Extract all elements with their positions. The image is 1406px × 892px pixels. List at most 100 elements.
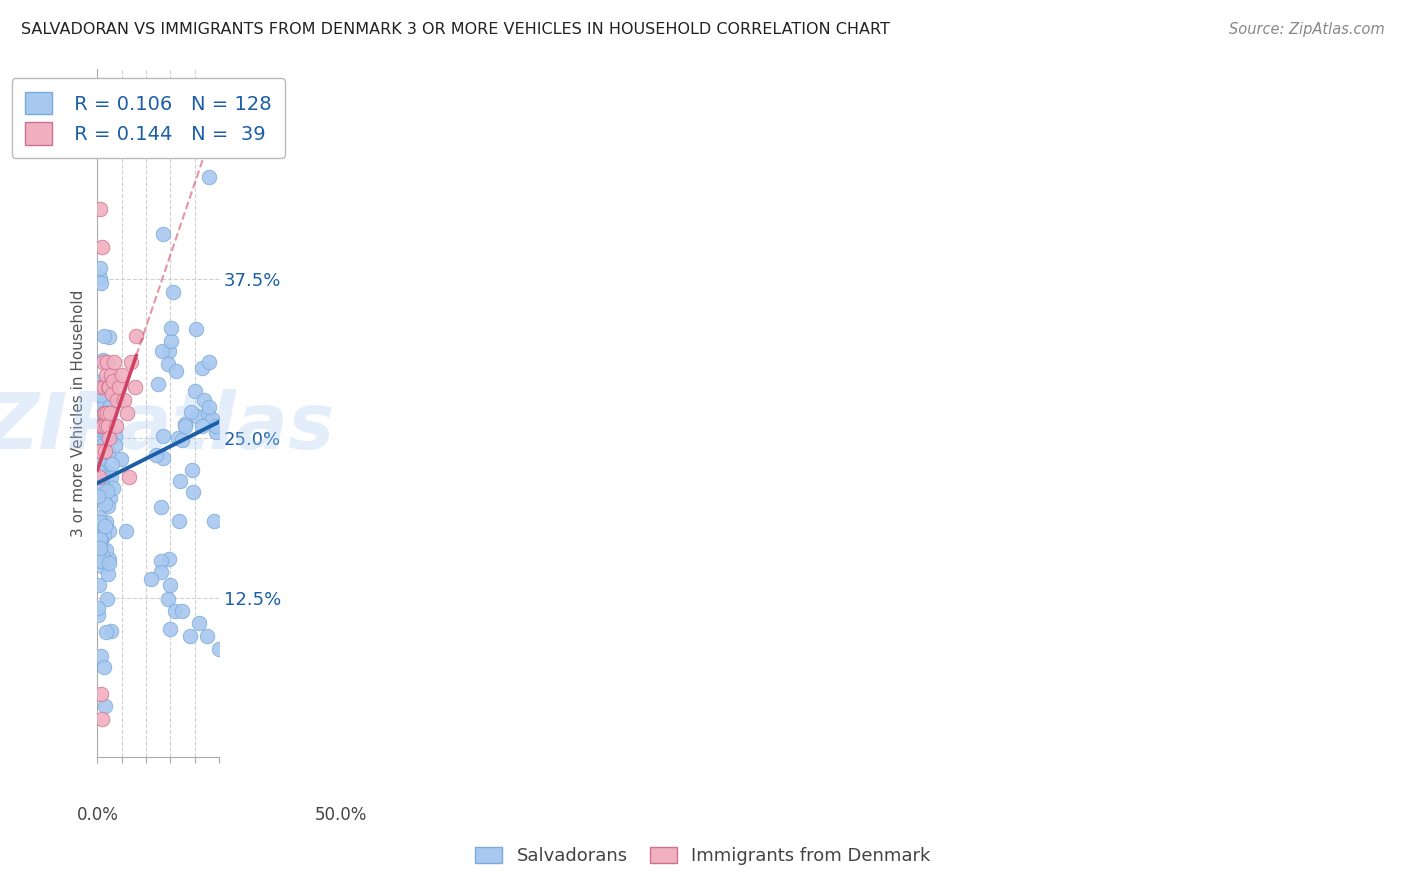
Point [90, 383, 112, 397]
Point [94, 497, 117, 511]
Point [91, 438, 114, 452]
Point [156, 592, 179, 607]
Point [90, 380, 112, 394]
Point [149, 500, 172, 514]
Point [104, 438, 127, 452]
Point [172, 604, 194, 618]
Point [118, 469, 141, 483]
Point [94, 444, 117, 458]
Point [98, 524, 121, 538]
Text: 50.0%: 50.0% [315, 805, 367, 823]
Point [115, 406, 138, 420]
Point [91, 400, 114, 414]
Point [90, 482, 112, 496]
Point [86, 406, 108, 420]
Point [89, 202, 111, 216]
Point [97, 414, 120, 428]
Y-axis label: 3 or more Vehicles in Household: 3 or more Vehicles in Household [72, 289, 86, 537]
Point [86, 601, 108, 615]
Point [157, 343, 180, 358]
Point [86, 607, 108, 622]
Point [167, 431, 190, 445]
Point [90, 477, 112, 491]
Point [120, 355, 142, 369]
Point [97, 418, 120, 433]
Point [97, 445, 120, 459]
Legend: Salvadorans, Immigrants from Denmark: Salvadorans, Immigrants from Denmark [468, 839, 938, 872]
Point [169, 474, 191, 488]
Point [93, 329, 115, 343]
Point [98, 491, 121, 505]
Point [87, 464, 110, 478]
Point [98, 380, 121, 394]
Point [97, 380, 120, 394]
Point [159, 578, 181, 592]
Point [160, 321, 183, 335]
Point [94, 519, 117, 533]
Point [100, 369, 122, 384]
Point [174, 419, 197, 434]
Point [100, 399, 122, 413]
Point [96, 484, 118, 499]
Point [91, 549, 114, 563]
Point [94, 624, 117, 639]
Point [139, 572, 162, 586]
Point [87, 377, 110, 392]
Point [96, 427, 118, 442]
Point [90, 533, 112, 548]
Point [101, 387, 124, 401]
Point [87, 444, 110, 458]
Point [191, 418, 214, 433]
Point [111, 368, 134, 382]
Point [87, 489, 110, 503]
Legend:  R = 0.106   N = 128,  R = 0.144   N =  39: R = 0.106 N = 128, R = 0.144 N = 39 [11, 78, 285, 158]
Point [98, 466, 121, 480]
Point [152, 451, 174, 466]
Point [181, 463, 204, 477]
Point [180, 405, 202, 419]
Point [191, 361, 214, 376]
Point [205, 418, 228, 433]
Point [90, 277, 112, 291]
Point [188, 616, 211, 631]
Point [89, 477, 111, 491]
Point [159, 622, 181, 636]
Point [157, 551, 180, 566]
Text: Source: ZipAtlas.com: Source: ZipAtlas.com [1229, 22, 1385, 37]
Point [93, 462, 115, 476]
Point [87, 422, 110, 436]
Point [94, 418, 117, 433]
Point [90, 444, 112, 458]
Point [105, 393, 128, 408]
Point [91, 384, 114, 399]
Point [91, 355, 114, 369]
Point [193, 393, 215, 408]
Point [90, 240, 112, 254]
Point [91, 418, 114, 433]
Point [181, 484, 204, 499]
Point [89, 540, 111, 554]
Point [91, 491, 114, 505]
Text: SALVADORAN VS IMMIGRANTS FROM DENMARK 3 OR MORE VEHICLES IN HOUSEHOLD CORRELATIO: SALVADORAN VS IMMIGRANTS FROM DENMARK 3 … [21, 22, 890, 37]
Point [96, 377, 118, 392]
Point [184, 384, 207, 399]
Point [114, 524, 136, 538]
Point [89, 484, 111, 499]
Point [173, 417, 195, 432]
Point [198, 169, 221, 184]
Point [86, 375, 108, 389]
Point [100, 624, 122, 639]
Point [103, 355, 125, 369]
Point [202, 515, 225, 529]
Point [94, 698, 117, 713]
Point [197, 406, 219, 420]
Point [195, 629, 218, 643]
Point [90, 559, 112, 574]
Point [91, 418, 114, 433]
Point [94, 426, 117, 441]
Text: ZIPatlas: ZIPatlas [0, 389, 335, 465]
Point [89, 469, 111, 483]
Point [167, 514, 190, 528]
Point [89, 475, 111, 490]
Point [91, 712, 114, 726]
